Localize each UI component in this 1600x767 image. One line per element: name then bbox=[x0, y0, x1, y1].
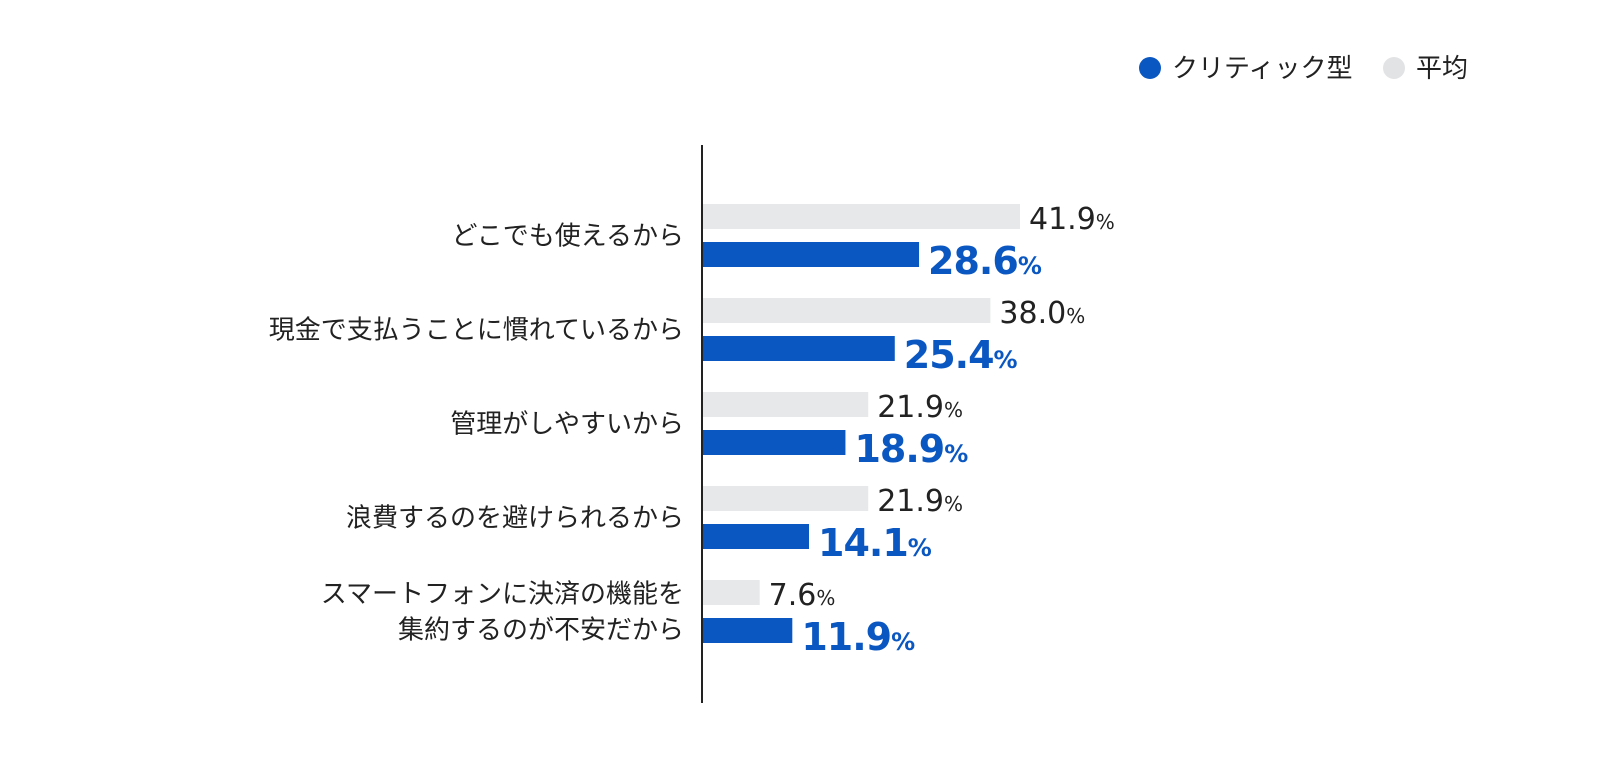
value-label-critic: 14.1% bbox=[818, 521, 932, 565]
value-label-critic: 28.6% bbox=[928, 239, 1042, 283]
bar-average bbox=[702, 580, 760, 605]
value-label-average: 21.9% bbox=[877, 484, 963, 519]
bar-average bbox=[702, 392, 869, 417]
category-label: 浪費するのを避けられるから bbox=[346, 504, 684, 534]
legend-label-average: 平均 bbox=[1416, 54, 1468, 84]
bar-critic bbox=[702, 336, 895, 361]
category-label: 集約するのが不安だから bbox=[398, 616, 684, 646]
value-label-critic: 18.9% bbox=[854, 427, 968, 471]
bar-critic bbox=[702, 430, 846, 455]
legend: クリティック型 平均 bbox=[1139, 54, 1468, 84]
bar-critic bbox=[702, 242, 920, 267]
legend-label-critic: クリティック型 bbox=[1172, 54, 1352, 84]
bar-average bbox=[702, 486, 869, 511]
category-label: 現金で支払うことに慣れているから bbox=[269, 316, 684, 346]
bar-average bbox=[702, 298, 991, 323]
category-label: スマートフォンに決済の機能を bbox=[321, 580, 684, 610]
bar-critic bbox=[702, 524, 810, 549]
value-label-average: 38.0% bbox=[999, 296, 1085, 331]
bar-average bbox=[702, 204, 1020, 229]
value-label-average: 7.6% bbox=[769, 578, 836, 613]
value-label-average: 41.9% bbox=[1029, 202, 1115, 237]
bar-critic bbox=[702, 618, 793, 643]
legend-swatch-average bbox=[1383, 57, 1405, 79]
category-label: どこでも使えるから bbox=[452, 222, 684, 252]
value-label-critic: 25.4% bbox=[904, 333, 1018, 377]
bars-group: 41.9%28.6% どこでも使えるから 38.0%25.4% 現金で支払うことに慣れ… bbox=[269, 202, 1115, 659]
category-label: 管理がしやすいから bbox=[450, 410, 684, 440]
value-label-critic: 11.9% bbox=[801, 615, 915, 659]
legend-swatch-critic bbox=[1139, 57, 1161, 79]
value-label-average: 21.9% bbox=[877, 390, 963, 425]
